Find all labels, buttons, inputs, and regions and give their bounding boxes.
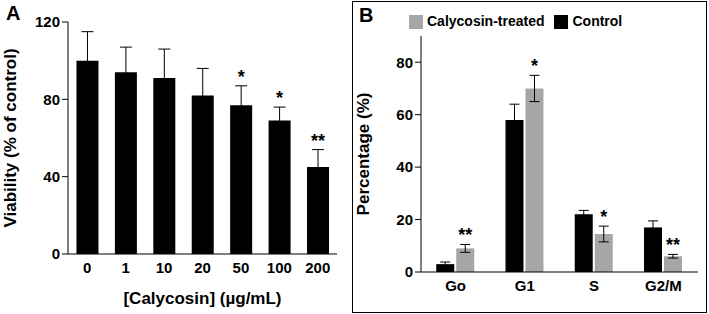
- html-text:Control: Control: [572, 13, 623, 29]
- svg-text:20: 20: [396, 211, 413, 228]
- svg-text:0: 0: [405, 263, 413, 280]
- svg-text:G2/M: G2/M: [645, 277, 682, 294]
- svg-text:80: 80: [43, 91, 60, 108]
- svg-text:*: *: [238, 67, 245, 87]
- svg-text:**: **: [458, 225, 472, 245]
- svg-text:0: 0: [83, 259, 91, 276]
- svg-text:*: *: [600, 207, 607, 227]
- svg-text:Percentage (%): Percentage (%): [354, 93, 373, 216]
- svg-text:*: *: [276, 88, 283, 108]
- svg-text:50: 50: [233, 259, 250, 276]
- svg-text:40: 40: [396, 158, 413, 175]
- svg-text:Viability (% of control): Viability (% of control): [8, 48, 20, 227]
- svg-text:60: 60: [396, 106, 413, 123]
- html-text:A: A: [6, 2, 21, 24]
- svg-text:100: 100: [267, 259, 292, 276]
- html-text:B: B: [359, 4, 374, 26]
- svg-text:*: *: [531, 56, 538, 76]
- svg-text:20: 20: [194, 259, 211, 276]
- svg-text:**: **: [311, 131, 325, 151]
- svg-text:S: S: [589, 277, 599, 294]
- svg-text:80: 80: [396, 54, 413, 71]
- svg-text:200: 200: [305, 259, 330, 276]
- svg-text:120: 120: [35, 13, 60, 30]
- html-text:Calycosin-treated: Calycosin-treated: [427, 13, 545, 29]
- svg-text:1: 1: [121, 259, 129, 276]
- svg-text:Go: Go: [445, 277, 466, 294]
- svg-text:0: 0: [52, 245, 60, 262]
- svg-text:[Calycosin] (µg/mL): [Calycosin] (µg/mL): [123, 289, 281, 308]
- svg-text:10: 10: [156, 259, 173, 276]
- svg-text:**: **: [666, 235, 680, 255]
- svg-text:G1: G1: [515, 277, 535, 294]
- svg-text:40: 40: [43, 168, 60, 185]
